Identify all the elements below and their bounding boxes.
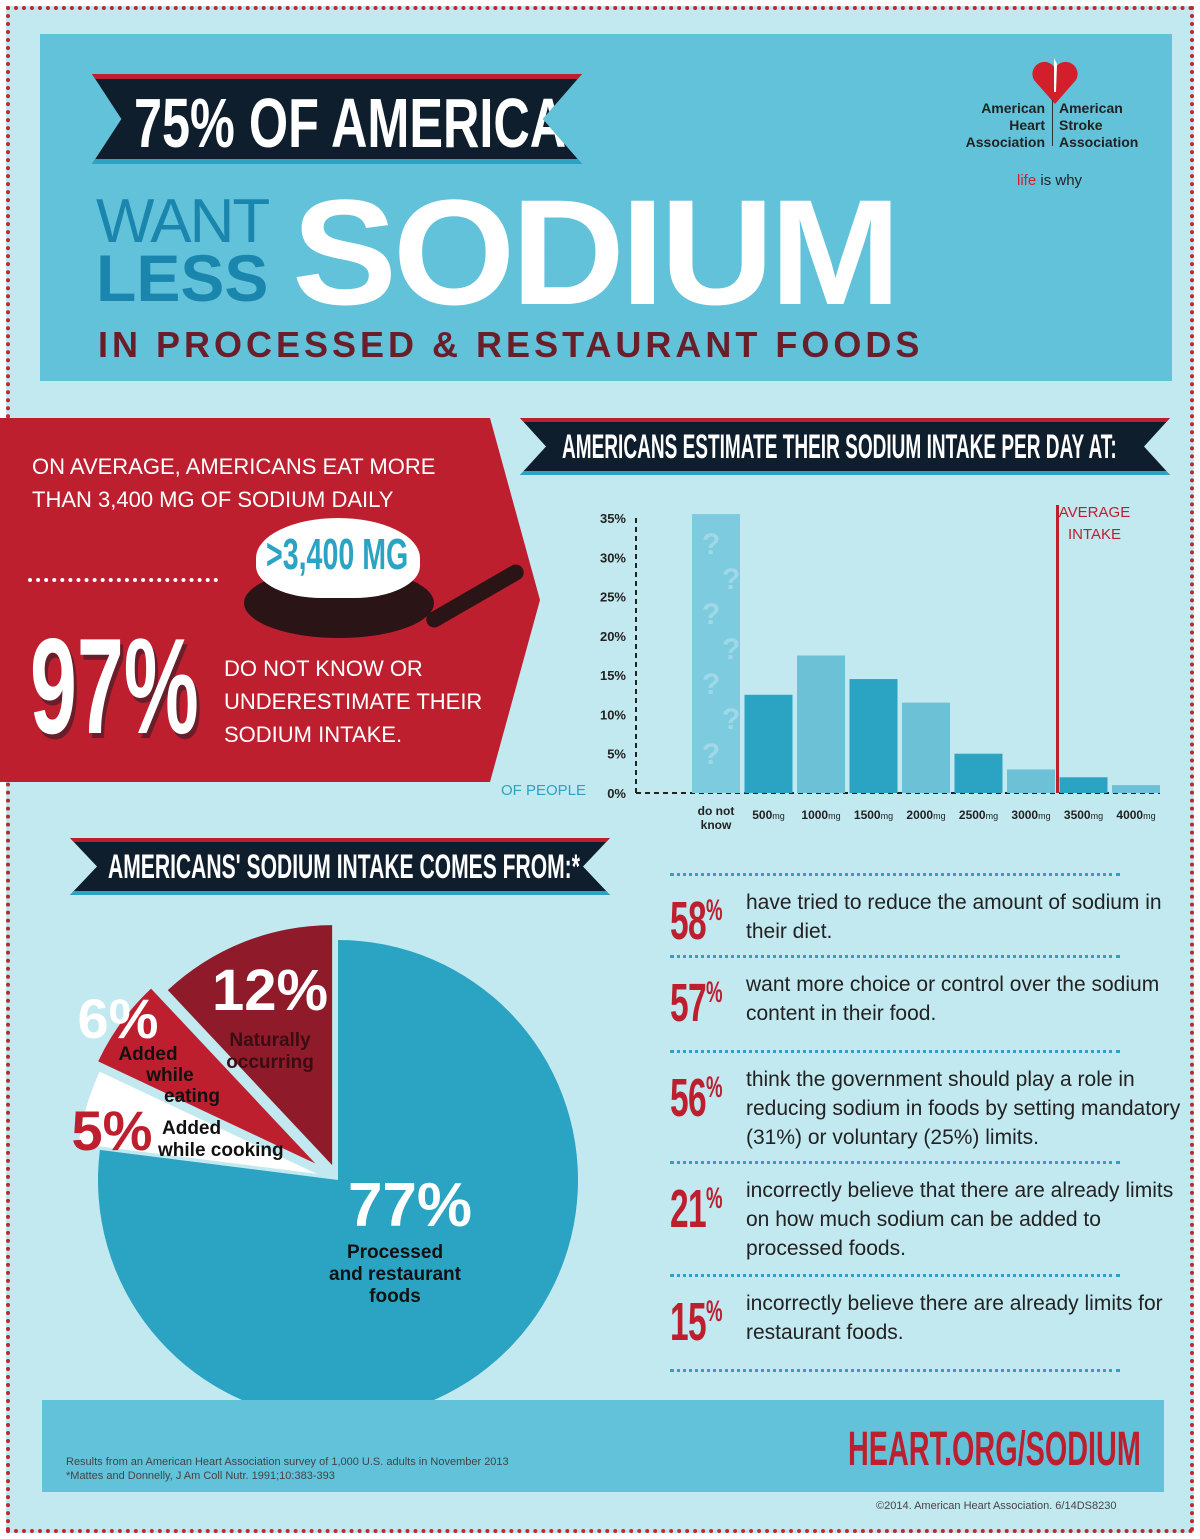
copyright: ©2014. American Heart Association. 6/14D… — [876, 1500, 1117, 1512]
header: 75% OF AMERICANS WANT LESS SODIUM IN PRO… — [40, 34, 1172, 381]
slice-label: and restaurant — [329, 1264, 462, 1285]
footer: Results from an American Heart Associati… — [42, 1400, 1164, 1492]
pie-chart-title: AMERICANS' SODIUM INTAKE COMES FROM:* — [108, 848, 580, 886]
bar — [797, 655, 845, 793]
x-tick-label: 3500mg — [1064, 808, 1103, 822]
stat-item: 56% think the government should play a ro… — [670, 1050, 1180, 1161]
slice-percent: 5% — [72, 1099, 153, 1162]
stat-item: 58% have tried to reduce the amount of so… — [670, 873, 1162, 955]
less-text: LESS — [96, 241, 269, 315]
y-tick-label: 15% — [600, 668, 626, 683]
slice-label: while — [145, 1065, 194, 1086]
bar — [902, 702, 950, 793]
intro-text: ON AVERAGE, AMERICANS EAT MORE THAN 3,40… — [32, 454, 436, 512]
slice-label: Added — [162, 1118, 221, 1139]
bar — [692, 514, 740, 793]
sodium-text: SODIUM — [292, 168, 901, 336]
asa-name: American Stroke Association — [1059, 100, 1139, 150]
survey-note: Results from an American Heart Associati… — [66, 1456, 509, 1468]
slice-label: Added — [118, 1044, 177, 1065]
pie-slice — [167, 925, 333, 1166]
stat-item: 21% incorrectly believe that there are al… — [670, 1161, 1173, 1274]
slice-label: occurring — [226, 1052, 314, 1073]
x-tick-label: 1500mg — [854, 808, 893, 822]
question-mark-icon: ? — [722, 633, 740, 666]
question-mark-icon: ? — [702, 738, 720, 771]
slice-percent: 6% — [78, 987, 159, 1050]
x-tick-label: 4000mg — [1116, 808, 1155, 822]
slice-label: while cooking — [157, 1140, 284, 1161]
intro-panel: ON AVERAGE, AMERICANS EAT MORE THAN 3,40… — [0, 418, 540, 782]
tagline: life is why — [1017, 172, 1083, 189]
pie-chart-banner: AMERICANS' SODIUM INTAKE COMES FROM:* — [70, 838, 610, 895]
y-tick-label: 30% — [600, 550, 626, 565]
bar-chart-title: AMERICANS ESTIMATE THEIR SODIUM INTAKE P… — [562, 428, 1117, 466]
bar — [1059, 777, 1108, 793]
slice-label: Processed — [347, 1242, 443, 1263]
bar — [954, 753, 1003, 793]
big-text: DO NOT KNOW OR UNDERESTIMATE THEIR SODIU… — [224, 656, 483, 747]
bar — [744, 694, 793, 793]
question-mark-icon: ? — [702, 668, 720, 701]
x-tick-label: 2500mg — [959, 808, 998, 822]
y-tick-label: 20% — [600, 629, 626, 644]
average-intake-label: INTAKE — [1068, 526, 1121, 543]
x-tick-label: 500mg — [752, 808, 785, 822]
question-mark-icon: ? — [722, 563, 740, 596]
citation-note: *Mattes and Donnelly, J Am Coll Nutr. 19… — [66, 1470, 335, 1482]
slice-percent: 12% — [212, 958, 328, 1023]
question-mark-icon: ? — [702, 598, 720, 631]
aha-name: American Heart Association — [965, 100, 1045, 150]
header-subtitle: IN PROCESSED & RESTAURANT FOODS — [98, 324, 924, 365]
slice-label: foods — [369, 1286, 421, 1307]
y-tick-label: 5% — [607, 747, 626, 762]
spoon-label: >3,400 MG — [266, 530, 409, 579]
bar — [1112, 785, 1160, 793]
heart-torch-icon — [1032, 58, 1078, 104]
aha-logo: American Heart Association American Stro… — [955, 48, 1165, 198]
question-mark-icon: ? — [722, 703, 740, 736]
y-axis-label: % OF PEOPLE — [500, 782, 586, 799]
big-percent: 97% — [30, 610, 199, 762]
x-tick-label: do not — [698, 804, 735, 818]
question-mark-icon: ? — [702, 528, 720, 561]
x-tick-label: 2000mg — [906, 808, 945, 822]
bar-chart-banner: AMERICANS ESTIMATE THEIR SODIUM INTAKE P… — [520, 418, 1170, 475]
slice-label: Naturally — [229, 1030, 311, 1051]
stat-item: 15% incorrectly believe there are already… — [670, 1274, 1163, 1372]
x-tick-label: 1000mg — [801, 808, 840, 822]
stat-item: 57% want more choice or control over the … — [670, 955, 1159, 1050]
bar — [849, 679, 898, 793]
average-intake-label: AVERAGE — [1059, 504, 1130, 521]
pie-slice — [98, 940, 579, 1420]
headline-text: 75% OF AMERICANS — [134, 84, 637, 162]
y-tick-label: 35% — [600, 511, 626, 526]
pie-slice — [78, 1071, 317, 1174]
pie-slice — [98, 988, 316, 1164]
x-tick-label: 3000mg — [1011, 808, 1050, 822]
y-tick-label: 10% — [600, 707, 626, 722]
y-tick-label: 0% — [607, 786, 626, 801]
website-link[interactable]: HEART.ORG/SODIUM — [848, 1423, 1141, 1476]
slice-label: eating — [164, 1086, 220, 1107]
headline-banner: 75% OF AMERICANS — [92, 74, 582, 164]
x-tick-label: know — [701, 818, 732, 832]
slice-percent: 77% — [348, 1171, 472, 1240]
y-tick-label: 25% — [600, 590, 626, 605]
bar — [1007, 769, 1055, 793]
want-text: WANT — [96, 187, 270, 256]
